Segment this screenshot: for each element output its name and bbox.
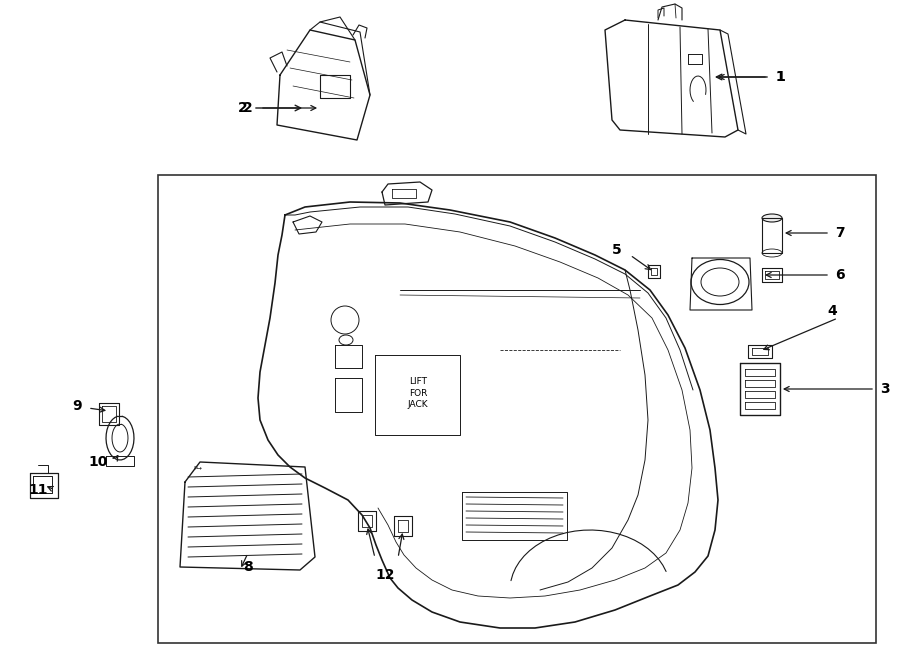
Text: 7: 7 bbox=[835, 226, 844, 240]
Text: 5: 5 bbox=[612, 243, 622, 257]
Text: 6: 6 bbox=[835, 268, 844, 282]
Ellipse shape bbox=[762, 214, 782, 222]
Text: 1: 1 bbox=[775, 70, 785, 84]
Text: 11: 11 bbox=[29, 483, 48, 497]
Text: 4: 4 bbox=[827, 304, 837, 318]
Text: 3: 3 bbox=[880, 382, 889, 396]
Text: 2: 2 bbox=[243, 101, 253, 115]
Text: P→: P→ bbox=[193, 466, 202, 471]
Text: 10: 10 bbox=[88, 455, 108, 469]
Text: 1: 1 bbox=[775, 70, 785, 84]
Text: 9: 9 bbox=[72, 399, 82, 413]
Bar bbox=[158, 175, 876, 643]
Text: LIFT
FOR
JACK: LIFT FOR JACK bbox=[408, 377, 428, 409]
Text: 8: 8 bbox=[243, 560, 253, 574]
Text: 2: 2 bbox=[238, 101, 248, 115]
Text: 12: 12 bbox=[375, 568, 395, 582]
